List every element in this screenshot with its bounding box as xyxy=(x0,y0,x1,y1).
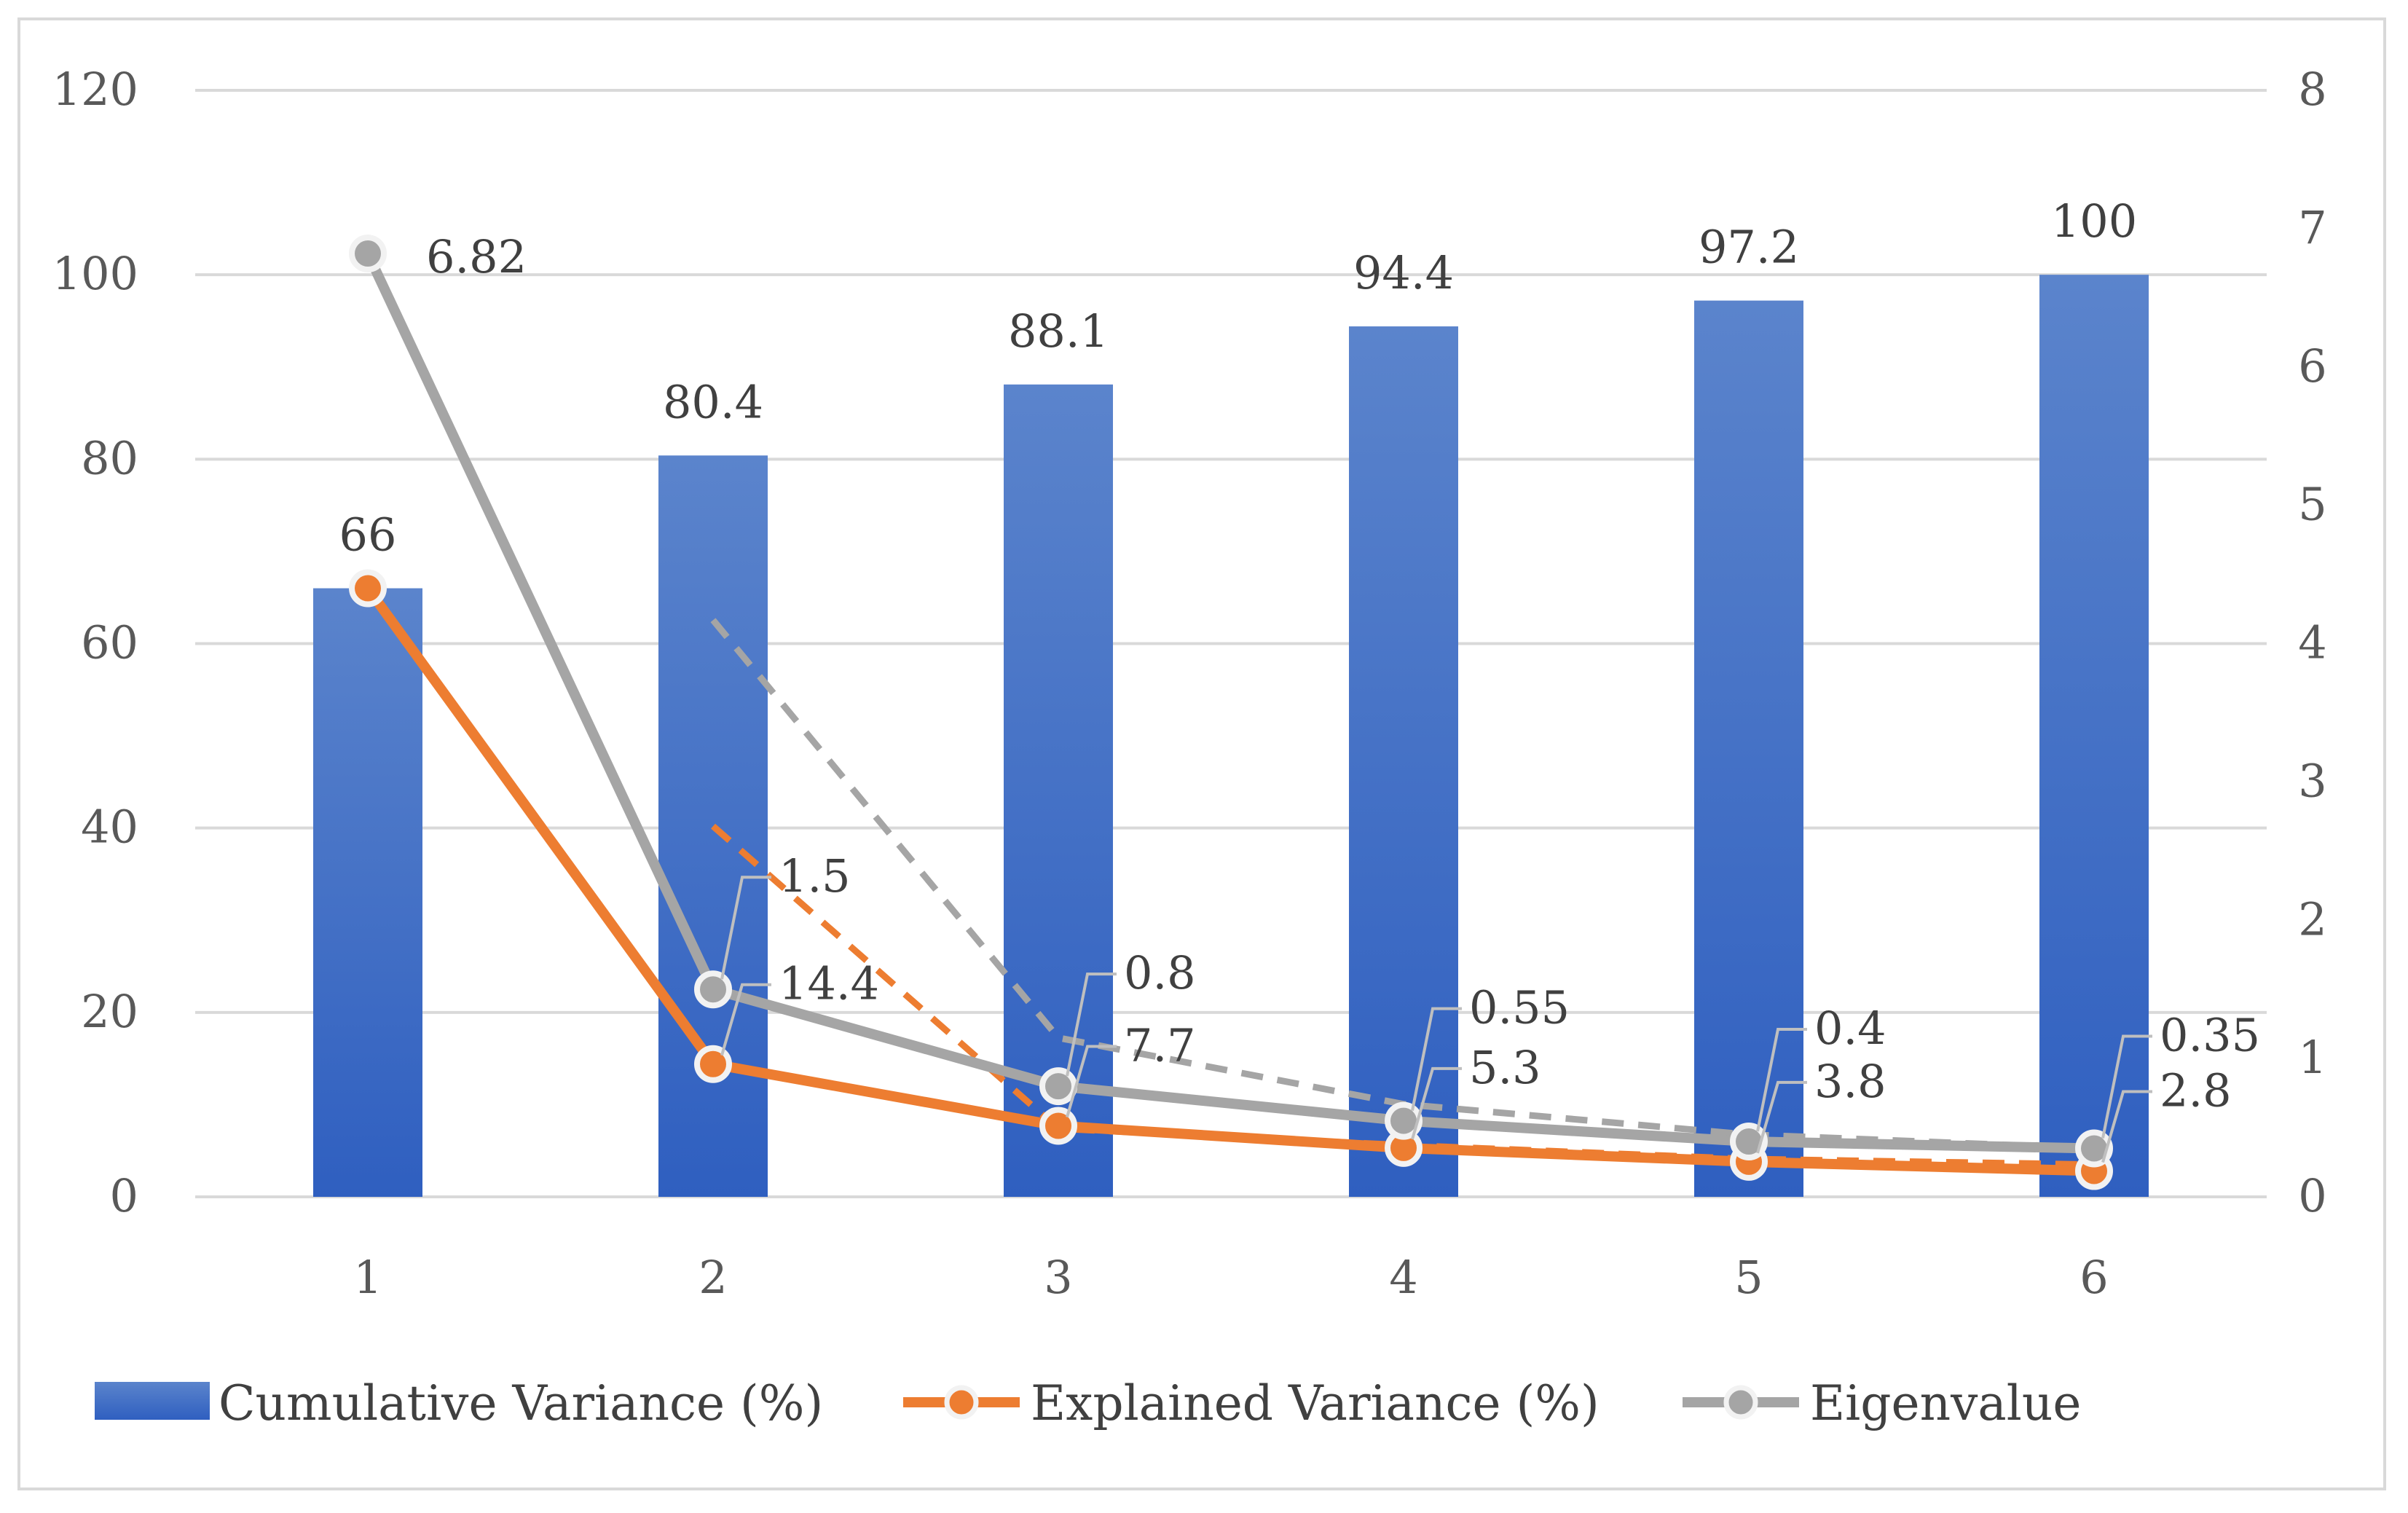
line-data-label: 6.82 xyxy=(426,230,527,283)
legend-swatch-bar xyxy=(95,1382,210,1420)
bar-data-label: 80.4 xyxy=(663,375,763,428)
line-point xyxy=(694,970,732,1009)
bar xyxy=(1694,300,1803,1197)
x-tick-label: 3 xyxy=(1044,1251,1072,1304)
label-leader xyxy=(2101,1034,2152,1139)
series-line xyxy=(363,583,2099,1176)
legend-swatch-marker xyxy=(1723,1385,1758,1420)
line-series xyxy=(349,235,2113,1190)
y-right-tick-label: 2 xyxy=(2298,892,2326,946)
line-point xyxy=(694,1045,732,1083)
line-point xyxy=(1039,1107,1077,1145)
bar-data-label: 88.1 xyxy=(1008,304,1109,358)
line-data-label: 0.55 xyxy=(1469,981,1570,1034)
line-point xyxy=(349,235,387,273)
line-data-label: 1.5 xyxy=(779,849,851,903)
bar xyxy=(313,588,422,1197)
label-leader xyxy=(720,983,771,1056)
line-data-label: 5.3 xyxy=(1469,1041,1541,1094)
y-right-tick-label: 4 xyxy=(2298,616,2326,669)
line-data-label: 3.8 xyxy=(1814,1055,1886,1108)
label-leader xyxy=(1411,1066,1462,1140)
label-leader xyxy=(1756,1080,1807,1154)
label-leader xyxy=(720,876,771,980)
x-tick-label: 6 xyxy=(2080,1251,2108,1304)
label-leader xyxy=(2101,1090,2152,1163)
gridlines xyxy=(195,89,2267,1198)
bar xyxy=(1004,384,1113,1198)
label-leader xyxy=(1066,972,1117,1077)
bar-data-label: 94.4 xyxy=(1353,246,1454,299)
y-left-tick-label: 120 xyxy=(52,63,138,116)
x-tick-label: 5 xyxy=(1734,1251,1763,1304)
axis-ticks: 0 20 40 60 80 100 120 0 1 2 3 4 5 6 7 8 1 2 3 4 5 6 xyxy=(52,63,2327,1304)
bar-series xyxy=(313,275,2149,1198)
legend-swatch-marker xyxy=(944,1385,979,1420)
line-point xyxy=(1385,1101,1423,1140)
y-right-tick-label: 0 xyxy=(2298,1169,2326,1222)
x-tick-label: 1 xyxy=(353,1251,382,1304)
x-tick-label: 2 xyxy=(699,1251,727,1304)
x-tick-label: 4 xyxy=(1389,1251,1417,1304)
y-right-tick-label: 7 xyxy=(2298,201,2326,254)
label-leader xyxy=(1411,1007,1462,1111)
legend-label: Cumulative Variance (%) xyxy=(219,1375,823,1431)
bar xyxy=(2039,275,2149,1198)
y-left-tick-label: 100 xyxy=(52,247,138,300)
legend: Cumulative Variance (%) Explained Varianc… xyxy=(95,1375,2081,1431)
line-point xyxy=(349,569,387,608)
data-labels: 66 80.4 88.1 94.4 97.2 100 14.4 7.7 5.3 3.8 2.8 6.8… xyxy=(339,194,2260,1163)
y-left-tick-label: 60 xyxy=(81,616,138,669)
line-data-label: 0.4 xyxy=(1814,1002,1886,1055)
bar-data-label: 100 xyxy=(2051,194,2137,248)
y-right-tick-label: 8 xyxy=(2298,63,2326,116)
line-point xyxy=(2075,1129,2113,1168)
y-left-tick-label: 20 xyxy=(81,985,138,1038)
line-data-label: 0.35 xyxy=(2160,1009,2260,1062)
series-line xyxy=(363,248,2099,1154)
bar-data-label: 66 xyxy=(339,508,397,562)
y-right-tick-label: 6 xyxy=(2298,339,2326,393)
label-leader xyxy=(1066,1045,1117,1118)
label-leader xyxy=(1756,1028,1807,1132)
y-left-tick-label: 0 xyxy=(110,1169,138,1222)
y-left-tick-label: 40 xyxy=(81,801,138,854)
line-data-label: 7.7 xyxy=(1124,1019,1196,1072)
bar-data-label: 97.2 xyxy=(1699,221,1799,274)
y-right-tick-label: 5 xyxy=(2298,478,2326,531)
line-data-label: 2.8 xyxy=(2160,1064,2232,1117)
line-data-label: 0.8 xyxy=(1124,946,1196,999)
line-point xyxy=(1730,1123,1768,1161)
y-left-tick-label: 80 xyxy=(81,431,138,484)
legend-label: Eigenvalue xyxy=(1810,1375,2081,1431)
bar xyxy=(1349,326,1458,1197)
y-right-tick-label: 1 xyxy=(2298,1031,2326,1084)
legend-label: Explained Variance (%) xyxy=(1031,1375,1600,1431)
line-data-label: 14.4 xyxy=(779,957,879,1010)
y-right-tick-label: 3 xyxy=(2298,754,2326,807)
line-point xyxy=(1039,1067,1077,1106)
